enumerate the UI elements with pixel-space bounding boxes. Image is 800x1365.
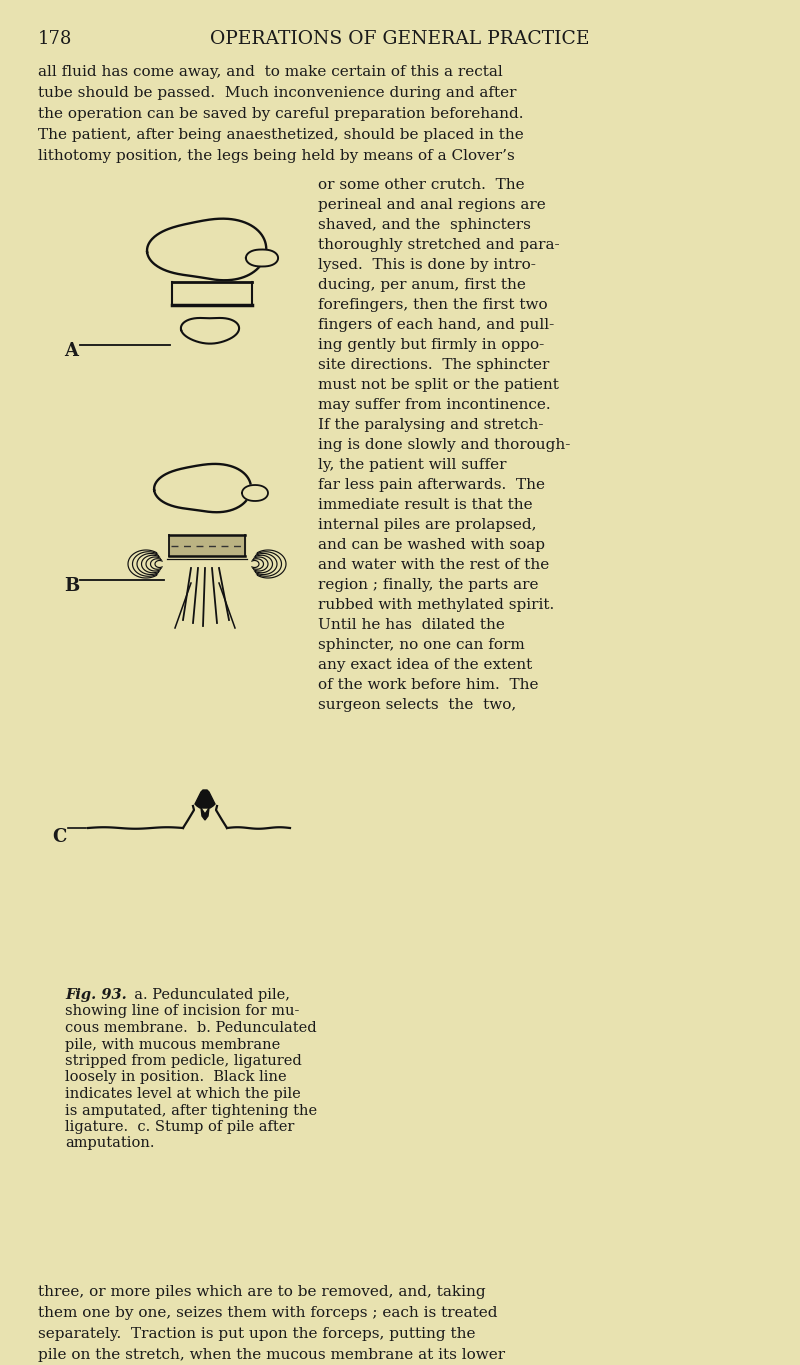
Text: sphincter, no one can form: sphincter, no one can form <box>318 637 525 652</box>
Text: perineal and anal regions are: perineal and anal regions are <box>318 198 546 212</box>
Polygon shape <box>201 808 209 820</box>
Text: loosely in position.  Black line: loosely in position. Black line <box>65 1070 286 1085</box>
Text: internal piles are prolapsed,: internal piles are prolapsed, <box>318 517 537 532</box>
Polygon shape <box>246 250 278 266</box>
Text: Fig. 93.: Fig. 93. <box>65 988 126 1002</box>
Text: may suffer from incontinence.: may suffer from incontinence. <box>318 399 550 412</box>
Polygon shape <box>147 218 266 280</box>
Text: C: C <box>52 829 66 846</box>
Text: ing is done slowly and thorough-: ing is done slowly and thorough- <box>318 438 570 452</box>
Text: immediate result is that the: immediate result is that the <box>318 498 533 512</box>
Text: thoroughly stretched and para-: thoroughly stretched and para- <box>318 238 560 253</box>
Text: pile, with mucous membrane: pile, with mucous membrane <box>65 1037 280 1051</box>
Text: them one by one, seizes them with forceps ; each is treated: them one by one, seizes them with forcep… <box>38 1306 498 1320</box>
Text: lysed.  This is done by intro-: lysed. This is done by intro- <box>318 258 536 272</box>
Text: must not be split or the patient: must not be split or the patient <box>318 378 559 392</box>
Text: and water with the rest of the: and water with the rest of the <box>318 558 550 572</box>
Text: fingers of each hand, and pull-: fingers of each hand, and pull- <box>318 318 554 332</box>
Text: separately.  Traction is put upon the forceps, putting the: separately. Traction is put upon the for… <box>38 1327 475 1340</box>
Text: any exact idea of the extent: any exact idea of the extent <box>318 658 532 672</box>
Text: the operation can be saved by careful preparation beforehand.: the operation can be saved by careful pr… <box>38 106 523 121</box>
Text: OPERATIONS OF GENERAL PRACTICE: OPERATIONS OF GENERAL PRACTICE <box>210 30 590 48</box>
Text: If the paralysing and stretch-: If the paralysing and stretch- <box>318 418 543 431</box>
Text: shaved, and the  sphincters: shaved, and the sphincters <box>318 218 531 232</box>
Text: site directions.  The sphincter: site directions. The sphincter <box>318 358 550 373</box>
Text: amputation.: amputation. <box>65 1137 154 1151</box>
Text: cous membrane.  b. Pedunculated: cous membrane. b. Pedunculated <box>65 1021 317 1035</box>
Text: indicates level at which the pile: indicates level at which the pile <box>65 1087 301 1102</box>
Text: showing line of incision for mu-: showing line of incision for mu- <box>65 1005 299 1018</box>
Text: all fluid has come away, and  to make certain of this a rectal: all fluid has come away, and to make cer… <box>38 66 502 79</box>
Text: far less pain afterwards.  The: far less pain afterwards. The <box>318 478 545 491</box>
Text: forefingers, then the first two: forefingers, then the first two <box>318 298 548 313</box>
Polygon shape <box>172 283 252 304</box>
Text: stripped from pedicle, ligatured: stripped from pedicle, ligatured <box>65 1054 302 1067</box>
Text: lithotomy position, the legs being held by means of a Clover’s: lithotomy position, the legs being held … <box>38 149 514 162</box>
Polygon shape <box>154 464 251 512</box>
Text: three, or more piles which are to be removed, and, taking: three, or more piles which are to be rem… <box>38 1284 486 1299</box>
Polygon shape <box>181 318 239 344</box>
Text: a. Pedunculated pile,: a. Pedunculated pile, <box>125 988 290 1002</box>
Text: of the work before him.  The: of the work before him. The <box>318 678 538 692</box>
Text: surgeon selects  the  two,: surgeon selects the two, <box>318 698 516 713</box>
Text: A: A <box>64 343 78 360</box>
Text: ducing, per anum, first the: ducing, per anum, first the <box>318 278 526 292</box>
Text: The patient, after being anaesthetized, should be placed in the: The patient, after being anaesthetized, … <box>38 128 524 142</box>
Text: ly, the patient will suffer: ly, the patient will suffer <box>318 459 506 472</box>
Text: 178: 178 <box>38 30 72 48</box>
Polygon shape <box>242 485 268 501</box>
Polygon shape <box>195 790 215 808</box>
Text: tube should be passed.  Much inconvenience during and after: tube should be passed. Much inconvenienc… <box>38 86 517 100</box>
Text: or some other crutch.  The: or some other crutch. The <box>318 177 525 192</box>
Text: and can be washed with soap: and can be washed with soap <box>318 538 545 551</box>
Text: region ; finally, the parts are: region ; finally, the parts are <box>318 577 538 592</box>
Text: B: B <box>64 577 79 595</box>
Text: is amputated, after tightening the: is amputated, after tightening the <box>65 1103 317 1118</box>
Text: ligature.  c. Stump of pile after: ligature. c. Stump of pile after <box>65 1121 294 1134</box>
Polygon shape <box>169 535 245 556</box>
Text: ing gently but firmly in oppo-: ing gently but firmly in oppo- <box>318 339 544 352</box>
Text: pile on the stretch, when the mucous membrane at its lower: pile on the stretch, when the mucous mem… <box>38 1349 505 1362</box>
Text: Until he has  dilated the: Until he has dilated the <box>318 618 505 632</box>
Text: rubbed with methylated spirit.: rubbed with methylated spirit. <box>318 598 554 612</box>
